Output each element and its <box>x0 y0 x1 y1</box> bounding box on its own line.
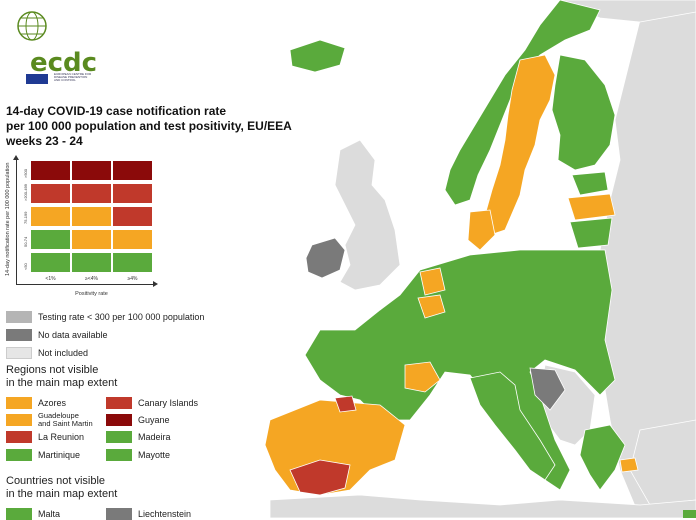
matrix-cell <box>71 206 112 227</box>
matrix-cell <box>112 160 153 181</box>
logo-subtext: EUROPEAN CENTRE FOR DISEASE PREVENTION A… <box>54 72 92 82</box>
matrix-cell <box>30 183 71 204</box>
logo-text: ecdc <box>30 48 98 78</box>
croatia <box>529 367 566 411</box>
title-line-1: 14-day COVID-19 case notification rate <box>6 104 227 118</box>
y-axis-arrow <box>13 155 19 285</box>
not-included-swatch <box>6 347 32 359</box>
testing-rate-label: Testing rate < 300 per 100 000 populatio… <box>38 312 205 322</box>
matrix-cell <box>71 183 112 204</box>
guadeloupe-swatch <box>6 414 32 426</box>
lithuania <box>569 217 613 249</box>
netherlands <box>419 267 446 296</box>
globe-icon <box>17 11 47 41</box>
sweden <box>484 54 556 236</box>
ecdc-logo: ecdc EUROPEAN CENTRE FOR DISEASE PREVENT… <box>8 8 98 84</box>
not-included-regions <box>269 0 696 518</box>
matrix-x-label: Positivity rate <box>75 291 108 297</box>
testing-rate-swatch <box>6 311 32 323</box>
liechtenstein-swatch <box>106 508 132 520</box>
malta-inset <box>683 510 696 518</box>
latvia <box>567 193 616 221</box>
matrix-y-tick: 75-199 <box>23 211 28 224</box>
eu-flag-icon <box>26 74 48 84</box>
x-axis-arrow <box>16 281 158 287</box>
iceland <box>289 39 346 73</box>
matrix-cell <box>112 183 153 204</box>
matrix-cell <box>30 252 71 273</box>
matrix-cell <box>71 229 112 250</box>
denmark <box>467 209 496 251</box>
matrix-x-tick: <1% <box>45 276 56 282</box>
matrix-cell <box>112 229 153 250</box>
martinique-swatch <box>6 449 32 461</box>
belgium <box>417 294 446 319</box>
madeira-label: Madeira <box>138 432 171 442</box>
madeira-swatch <box>106 431 132 443</box>
matrix-cell <box>30 229 71 250</box>
matrix-y-tick: 50-74 <box>23 236 28 247</box>
malta-swatch <box>6 508 32 520</box>
matrix-y-tick: >200-499 <box>23 183 28 201</box>
matrix-y-label: 14-day notification rate per 100 000 pop… <box>5 162 11 276</box>
la-reunion-label: La Reunion <box>38 432 85 442</box>
liechtenstein-label: Liechtenstein <box>138 509 192 519</box>
not-included-label: Not included <box>38 348 89 358</box>
matrix-x-tick: ≥4% <box>127 276 138 282</box>
matrix-cell <box>30 160 71 181</box>
canary-islands-swatch <box>106 397 132 409</box>
martinique-label: Martinique <box>38 450 81 460</box>
azores-swatch <box>6 397 32 409</box>
estonia <box>571 171 609 196</box>
guyane-label: Guyane <box>138 415 170 425</box>
matrix-cell <box>112 252 153 273</box>
matrix-cell <box>112 206 153 227</box>
guyane-swatch <box>106 414 132 426</box>
greece <box>579 424 626 491</box>
regions-heading: Regions not visible in the main map exte… <box>6 364 118 389</box>
spain-south-region <box>289 459 351 496</box>
france-region <box>404 361 441 393</box>
spain-central-region <box>334 395 357 413</box>
azores-label: Azores <box>38 398 67 408</box>
no-data-label: No data available <box>38 330 108 340</box>
matrix-cell <box>71 252 112 273</box>
norway <box>444 0 601 206</box>
finland <box>551 54 616 171</box>
no-data-swatch <box>6 329 32 341</box>
ireland <box>305 237 346 279</box>
malta-label: Malta <box>38 509 61 519</box>
canary-islands-label: Canary Islands <box>138 398 199 408</box>
guadeloupe-label: Guadeloupe and Saint Martin <box>38 411 93 428</box>
matrix-cell <box>71 160 112 181</box>
mayotte-swatch <box>106 449 132 461</box>
map-title: 14-day COVID-19 case notification rate p… <box>6 104 292 149</box>
italy <box>469 371 556 481</box>
greek-island <box>619 457 639 473</box>
la-reunion-swatch <box>6 431 32 443</box>
title-line-2: per 100 000 population and test positivi… <box>6 119 292 133</box>
mayotte-label: Mayotte <box>138 450 171 460</box>
matrix-y-tick: >500 <box>23 168 28 178</box>
matrix-y-tick: <50 <box>23 263 28 270</box>
title-line-3: weeks 23 - 24 <box>6 134 83 148</box>
countries-heading: Countries not visible in the main map ex… <box>6 475 118 500</box>
matrix-x-tick: ≥<4% <box>85 276 98 282</box>
matrix-cell <box>30 206 71 227</box>
